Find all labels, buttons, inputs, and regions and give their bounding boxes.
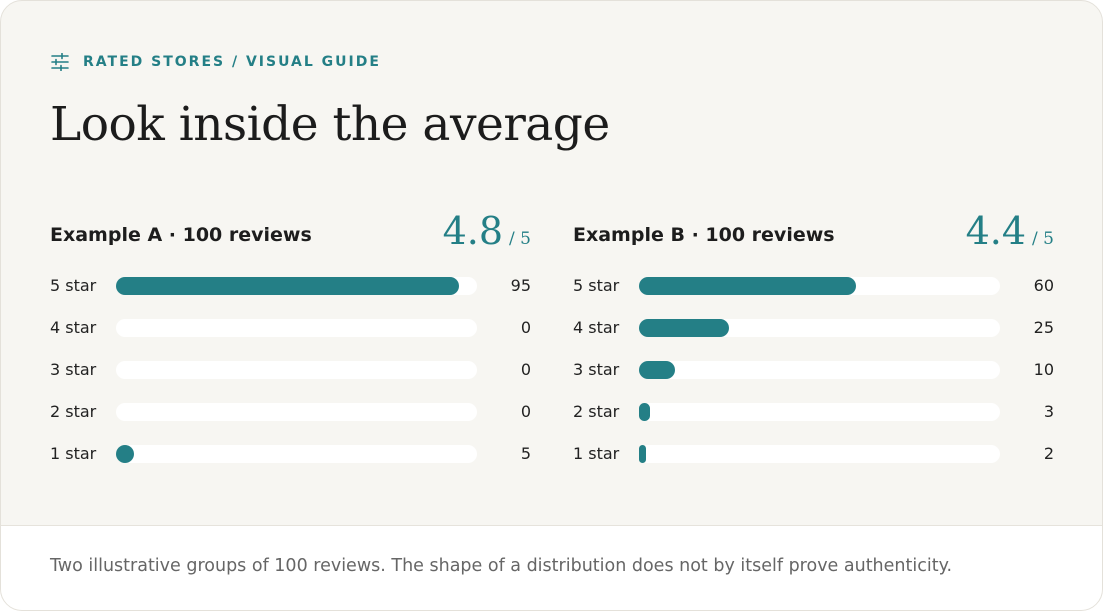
footer: Two illustrative groups of 100 reviews. … (1, 525, 1102, 610)
score-max: / 5 (509, 229, 531, 249)
bar-row: 4 star 0 (50, 310, 531, 352)
value-label: 60 (1033, 276, 1054, 295)
score-value: 4.4 (965, 209, 1027, 253)
bar-row: 5 star 60 (573, 268, 1054, 310)
category-label: 4 star (573, 318, 620, 337)
bar (639, 445, 647, 463)
category-label: 3 star (573, 360, 620, 379)
chart-title: Example B · 100 reviews (573, 224, 835, 246)
eyebrow-text: RATED STORES / VISUAL GUIDE (83, 54, 381, 70)
category-label: 2 star (50, 402, 97, 421)
bar (639, 403, 650, 421)
chart-title: Example A · 100 reviews (50, 224, 312, 246)
value-label: 0 (520, 402, 531, 421)
bar-track (116, 319, 477, 337)
category-label: 2 star (573, 402, 620, 421)
category-label: 5 star (50, 276, 97, 295)
category-label: 5 star (573, 276, 620, 295)
bar-track (639, 361, 1000, 379)
bar-row: 1 star 2 (573, 436, 1054, 478)
bar-track (639, 445, 1000, 463)
score-max: / 5 (1032, 229, 1054, 249)
bar-row: 2 star 3 (573, 394, 1054, 436)
bar-track (116, 403, 477, 421)
bar-track (116, 361, 477, 379)
category-label: 1 star (573, 444, 620, 463)
category-label: 1 star (50, 444, 97, 463)
chart-example-b: Example B · 100 reviews 4.4 / 5 5 star 60… (573, 206, 1054, 486)
value-label: 95 (510, 276, 531, 295)
bar (639, 361, 676, 379)
bar-row: 3 star 10 (573, 352, 1054, 394)
bar-track (639, 277, 1000, 295)
value-label: 5 (520, 444, 531, 463)
bar-row: 2 star 0 (50, 394, 531, 436)
bar (116, 277, 459, 295)
bar-row: 1 star 5 (50, 436, 531, 478)
value-label: 10 (1033, 360, 1054, 379)
bar-row: 4 star 25 (573, 310, 1054, 352)
average-score: 4.4 / 5 (966, 209, 1054, 253)
chart-example-a: Example A · 100 reviews 4.8 / 5 5 star 95… (50, 206, 531, 486)
bar-rows: 5 star 95 4 star 0 3 star 0 2 star 0 1 star 5 (50, 268, 531, 478)
bar-row: 5 star 95 (50, 268, 531, 310)
footnote: Two illustrative groups of 100 reviews. … (50, 556, 953, 576)
bar-track (116, 445, 477, 463)
bar-row: 3 star 0 (50, 352, 531, 394)
category-label: 3 star (50, 360, 97, 379)
value-label: 0 (520, 318, 531, 337)
value-label: 25 (1033, 318, 1054, 337)
page-title: Look inside the average (50, 97, 610, 152)
value-label: 2 (1043, 444, 1054, 463)
bar-track (116, 277, 477, 295)
value-label: 0 (520, 360, 531, 379)
bar (639, 277, 856, 295)
value-label: 3 (1043, 402, 1054, 421)
sliders-icon (51, 53, 69, 71)
eyebrow: RATED STORES / VISUAL GUIDE (51, 53, 381, 71)
bar (639, 319, 730, 337)
bar-track (639, 319, 1000, 337)
bar-track (639, 403, 1000, 421)
bar-rows: 5 star 60 4 star 25 3 star 10 2 star 3 1 star 2 (573, 268, 1054, 478)
bar (116, 445, 135, 463)
average-score: 4.8 / 5 (443, 209, 531, 253)
score-value: 4.8 (442, 209, 504, 253)
category-label: 4 star (50, 318, 97, 337)
